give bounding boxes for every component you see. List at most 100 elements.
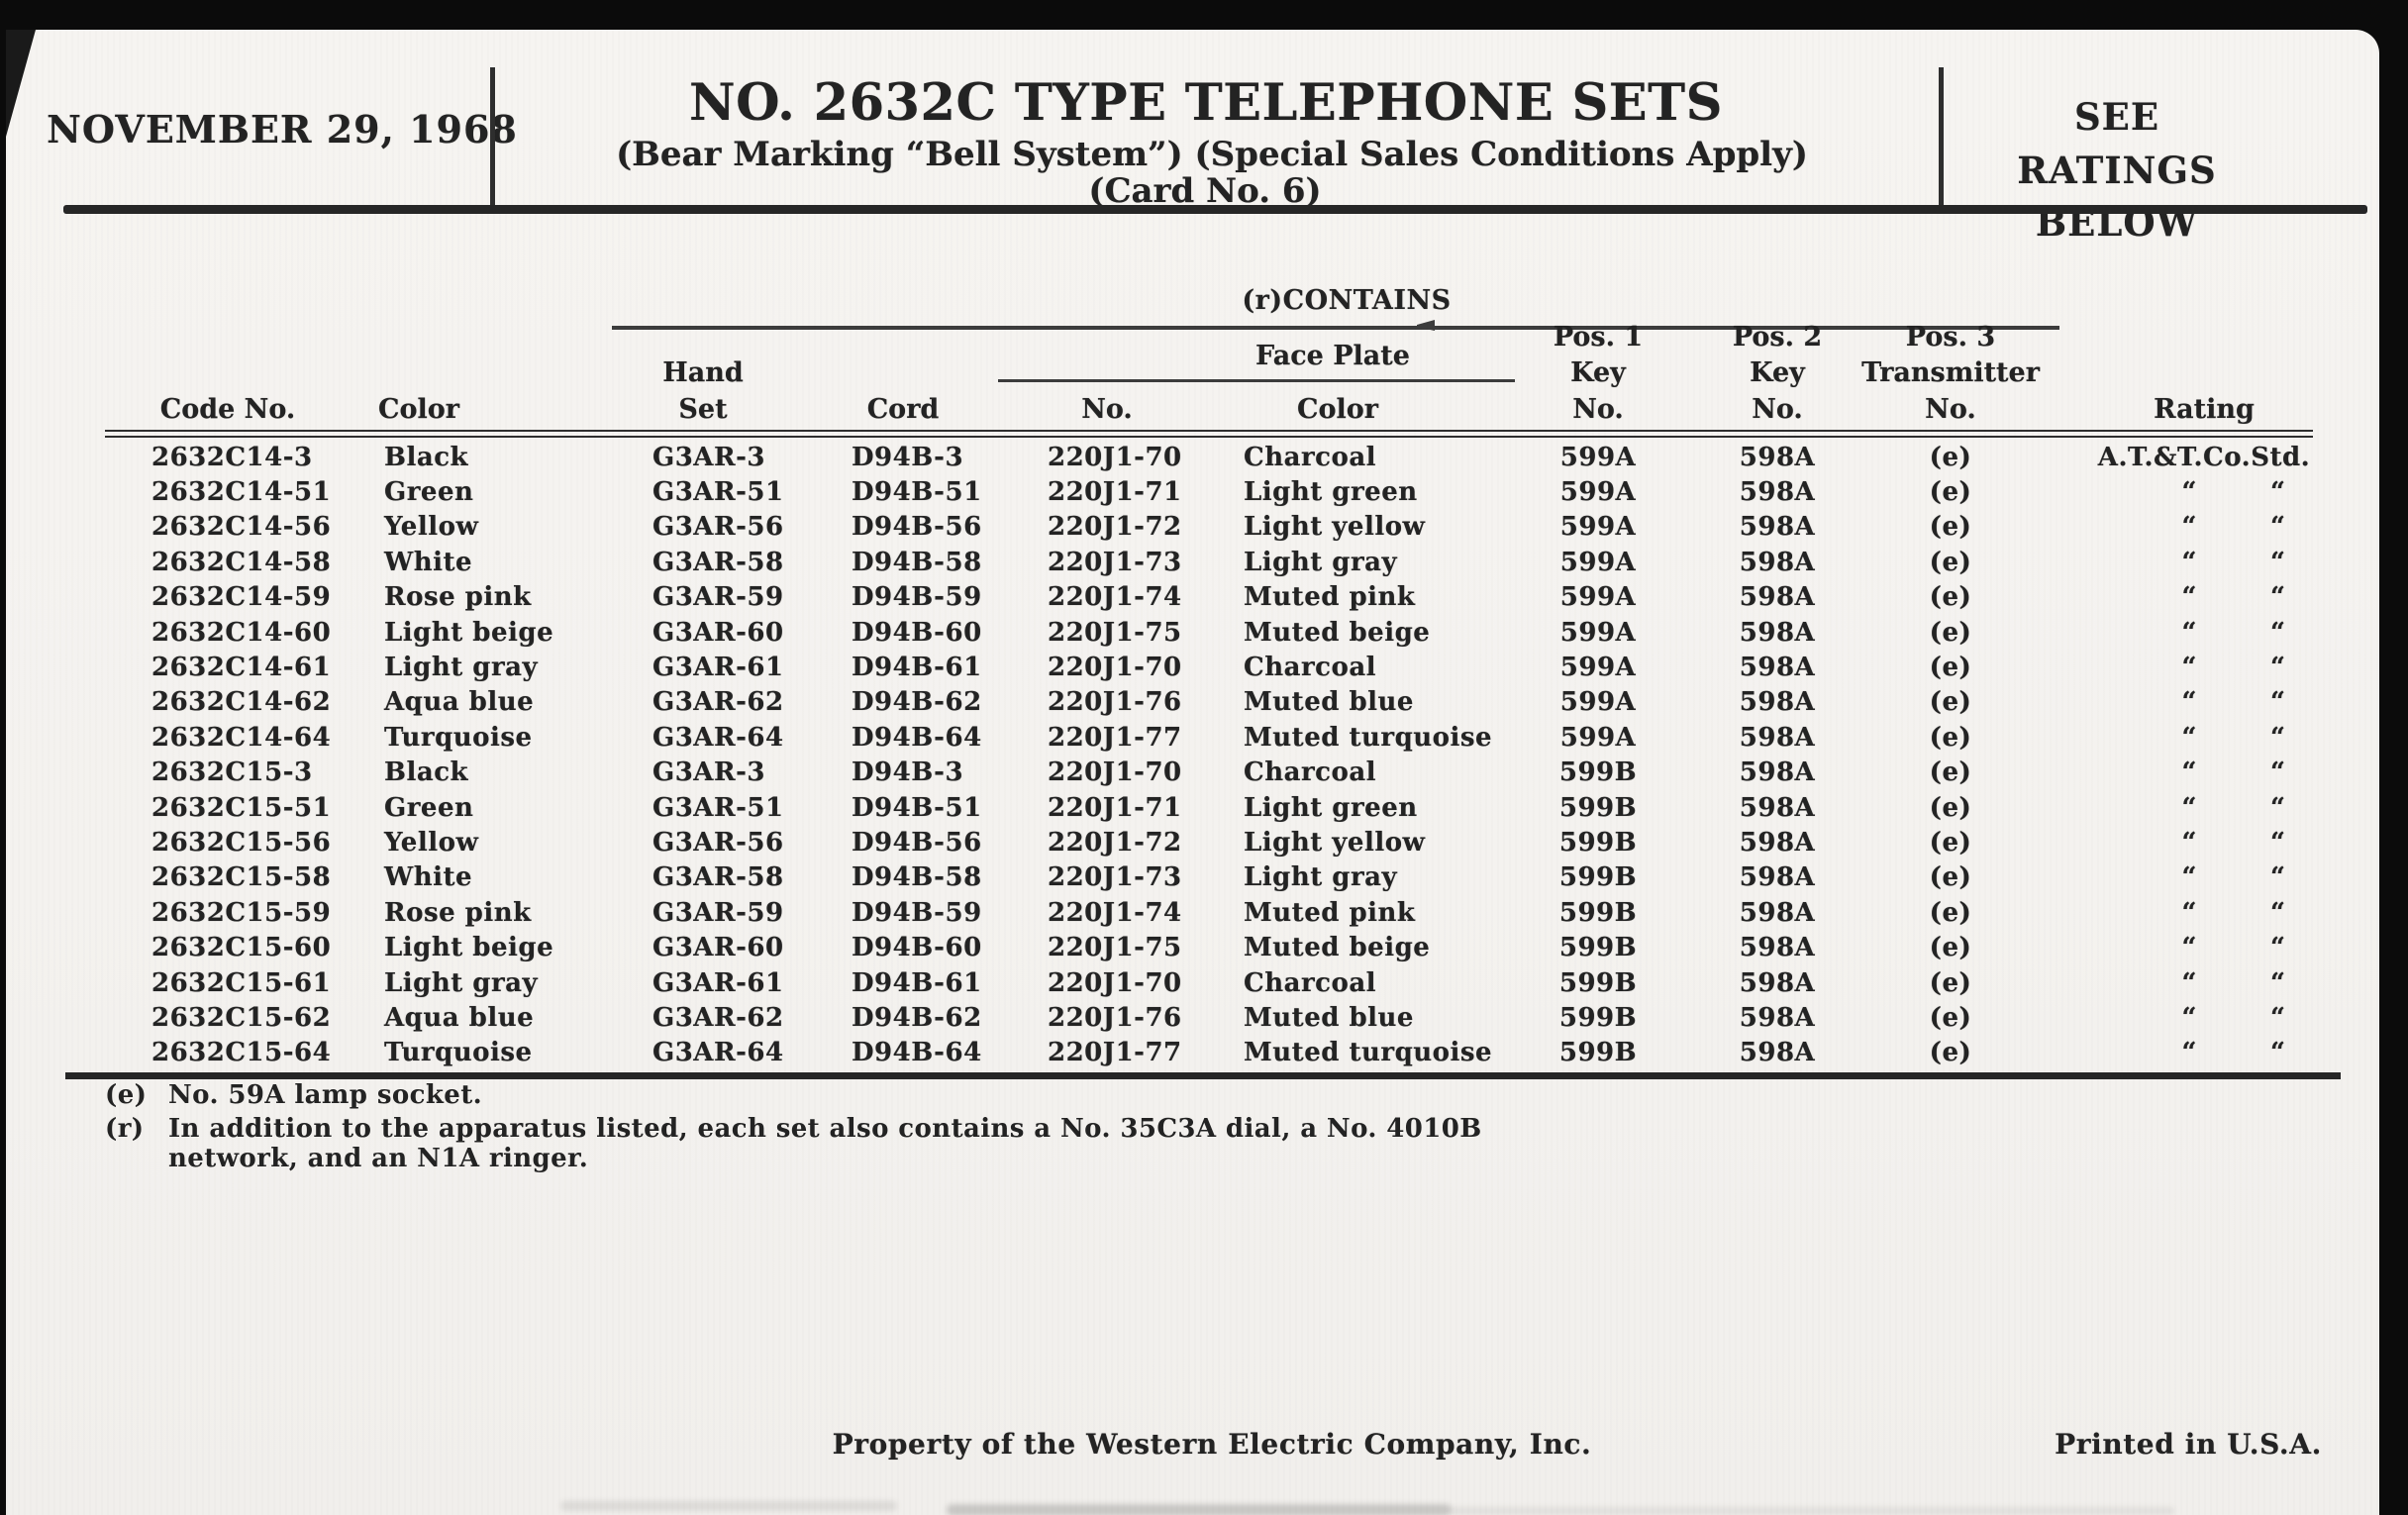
cell-color: Turquoise bbox=[384, 1038, 533, 1068]
ditto-mark: “ bbox=[2270, 582, 2286, 613]
cell-color: Yellow bbox=[384, 827, 479, 858]
cell-code-no: 2632C14-3 bbox=[151, 442, 313, 472]
table-row: 2632C14-3 Black G3AR-3 D94B-3 220J1-70 Charco… bbox=[151, 440, 2374, 474]
cell-pos3-transmitter-no: (e) bbox=[1929, 827, 1972, 858]
cell-pos2-key-no: 598A bbox=[1739, 722, 1816, 753]
cell-rating: ““ bbox=[2034, 512, 2374, 542]
table-header-row: Code No. Color Hand Set Cord No. Color Pos. 1 … bbox=[6, 277, 2379, 428]
cell-pos2-key-no: 598A bbox=[1739, 477, 1816, 508]
cell-cord: D94B-51 bbox=[852, 792, 982, 823]
ditto-mark: “ bbox=[2270, 477, 2286, 508]
cell-rating: ““ bbox=[2034, 933, 2374, 962]
cell-pos1-key-no: 599B bbox=[1558, 827, 1638, 858]
cell-color: White bbox=[384, 547, 473, 577]
cell-code-no: 2632C15-58 bbox=[151, 862, 332, 893]
cell-faceplate-color: Muted turquoise bbox=[1244, 1038, 1493, 1068]
cell-code-no: 2632C15-59 bbox=[151, 897, 332, 928]
cell-code-no: 2632C14-58 bbox=[151, 547, 332, 577]
cell-cord: D94B-51 bbox=[852, 477, 982, 508]
cell-cord: D94B-64 bbox=[852, 1038, 982, 1068]
ditto-mark: “ bbox=[2270, 547, 2286, 577]
cell-hand-set: G3AR-64 bbox=[652, 1038, 784, 1068]
cell-pos3-transmitter-no: (e) bbox=[1929, 1038, 1972, 1068]
cell-code-no: 2632C15-61 bbox=[151, 967, 332, 998]
cell-hand-set: G3AR-56 bbox=[652, 512, 784, 543]
cell-hand-set: G3AR-61 bbox=[652, 967, 784, 998]
cell-cord: D94B-64 bbox=[852, 722, 982, 753]
cell-pos1-key-no: 599A bbox=[1559, 582, 1637, 613]
ditto-mark: “ bbox=[2181, 933, 2197, 963]
ditto-mark: “ bbox=[2181, 582, 2197, 613]
footer-printed-line: Printed in U.S.A. bbox=[2055, 1428, 2322, 1461]
cell-rating: ““ bbox=[2034, 653, 2374, 682]
cell-cord: D94B-59 bbox=[852, 897, 982, 928]
column-header-pos3-transmitter-no: Pos. 3 Transmitter No. bbox=[1861, 321, 2040, 425]
cell-rating: ““ bbox=[2034, 477, 2374, 507]
cell-rating: ““ bbox=[2034, 1003, 2374, 1033]
ditto-mark: “ bbox=[2181, 653, 2197, 683]
cell-faceplate-color: Light gray bbox=[1244, 862, 1398, 893]
cell-hand-set: G3AR-3 bbox=[652, 442, 765, 472]
catalog-card: NOVEMBER 29, 1968 NO. 2632C TYPE TELEPHO… bbox=[6, 30, 2379, 1515]
cell-pos3-transmitter-no: (e) bbox=[1929, 722, 1972, 753]
cell-color: Turquoise bbox=[384, 722, 533, 753]
cell-faceplate-no: 220J1-75 bbox=[1048, 617, 1182, 648]
ditto-mark: “ bbox=[2181, 758, 2197, 788]
cell-pos2-key-no: 598A bbox=[1739, 512, 1816, 543]
cell-color: Rose pink bbox=[384, 582, 532, 613]
ditto-mark: “ bbox=[2181, 1038, 2197, 1068]
table-row: 2632C15-64 Turquoise G3AR-64 D94B-64 220J1-7… bbox=[151, 1036, 2374, 1070]
column-header-pos1-key-no: Pos. 1 Key No. bbox=[1553, 321, 1644, 425]
cell-pos2-key-no: 598A bbox=[1739, 653, 1816, 683]
ditto-mark: “ bbox=[2181, 687, 2197, 718]
cell-pos3-transmitter-no: (e) bbox=[1929, 442, 1972, 472]
scan-smudge bbox=[560, 1501, 897, 1511]
cell-cord: D94B-62 bbox=[852, 1002, 982, 1033]
ink-artifact bbox=[1417, 320, 1435, 331]
cell-faceplate-color: Charcoal bbox=[1244, 653, 1377, 683]
cell-hand-set: G3AR-59 bbox=[652, 897, 784, 928]
cell-pos1-key-no: 599A bbox=[1559, 722, 1637, 753]
cell-code-no: 2632C15-62 bbox=[151, 1002, 332, 1033]
cell-cord: D94B-60 bbox=[852, 933, 982, 963]
cell-color: White bbox=[384, 862, 473, 893]
column-header-code-no: Code No. bbox=[159, 393, 296, 425]
column-header-pos2-key-no: Pos. 2 Key No. bbox=[1732, 321, 1823, 425]
ditto-mark: “ bbox=[2181, 827, 2197, 858]
cell-pos3-transmitter-no: (e) bbox=[1929, 862, 1972, 893]
ditto-mark: “ bbox=[2270, 687, 2286, 718]
cell-code-no: 2632C14-56 bbox=[151, 512, 332, 543]
footnote-marker: (e) bbox=[105, 1080, 148, 1110]
table-row: 2632C15-60 Light beige G3AR-60 D94B-60 220J1… bbox=[151, 930, 2374, 964]
ditto-mark: “ bbox=[2270, 792, 2286, 823]
cell-color: Light beige bbox=[384, 617, 554, 648]
cell-rating: ““ bbox=[2034, 687, 2374, 717]
cell-hand-set: G3AR-60 bbox=[652, 617, 784, 648]
cell-faceplate-color: Light yellow bbox=[1244, 827, 1426, 858]
contains-label: (r)CONTAINS bbox=[1242, 285, 1452, 316]
ditto-mark: “ bbox=[2181, 722, 2197, 753]
table-row: 2632C14-60 Light beige G3AR-60 D94B-60 220J1… bbox=[151, 615, 2374, 650]
cell-faceplate-color: Muted blue bbox=[1244, 1002, 1414, 1033]
cell-pos3-transmitter-no: (e) bbox=[1929, 933, 1972, 963]
cell-pos3-transmitter-no: (e) bbox=[1929, 792, 1972, 823]
cell-color: Green bbox=[384, 792, 474, 823]
cell-rating: ““ bbox=[2034, 1038, 2374, 1067]
cell-pos2-key-no: 598A bbox=[1739, 442, 1816, 472]
cell-faceplate-color: Charcoal bbox=[1244, 758, 1377, 788]
cell-hand-set: G3AR-51 bbox=[652, 477, 784, 508]
cell-pos2-key-no: 598A bbox=[1739, 582, 1816, 613]
cell-faceplate-no: 220J1-76 bbox=[1048, 687, 1182, 718]
cell-pos1-key-no: 599B bbox=[1558, 967, 1638, 998]
table-row: 2632C15-59 Rose pink G3AR-59 D94B-59 220J1-7… bbox=[151, 895, 2374, 930]
cell-hand-set: G3AR-51 bbox=[652, 792, 784, 823]
cell-pos3-transmitter-no: (e) bbox=[1929, 967, 1972, 998]
cell-pos2-key-no: 598A bbox=[1739, 792, 1816, 823]
table-row: 2632C14-56 Yellow G3AR-56 D94B-56 220J1-72 Li… bbox=[151, 510, 2374, 545]
cell-faceplate-no: 220J1-72 bbox=[1048, 512, 1182, 543]
cell-hand-set: G3AR-64 bbox=[652, 722, 784, 753]
footnote-e: (e) No. 59A lamp socket. bbox=[105, 1080, 482, 1110]
cell-rating: A.T.&T.Co.Std. bbox=[2097, 442, 2311, 472]
ditto-mark: “ bbox=[2270, 862, 2286, 893]
